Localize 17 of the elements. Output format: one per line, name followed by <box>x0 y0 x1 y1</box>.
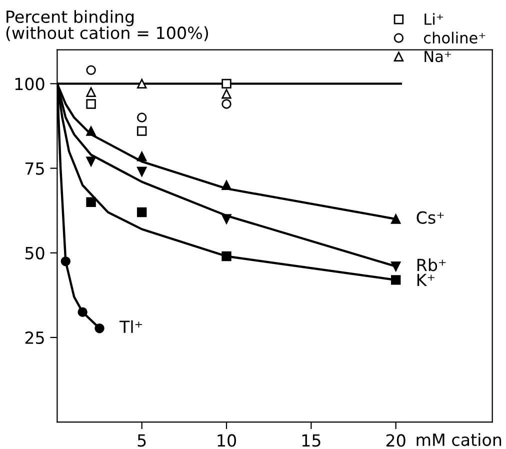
y-tick-label: 75 <box>26 162 44 175</box>
series-label: K⁺ <box>417 274 434 286</box>
series-label: Tl⁺ <box>119 320 142 333</box>
x-tick-label: 5 <box>138 434 146 447</box>
y-tick-label: 100 <box>15 78 44 90</box>
x-tick-label: 20 <box>386 434 406 447</box>
x-axis-title: mM cation <box>416 433 502 446</box>
legend-label: Li⁺ <box>424 13 443 25</box>
y-axis-title: Percent binding (without cation = 100%) <box>6 10 208 42</box>
series-label: Rb⁺ <box>417 258 446 272</box>
legend-label: choline⁺ <box>424 32 486 44</box>
y-tick-label: 25 <box>25 331 44 344</box>
x-tick-label: 10 <box>218 434 236 447</box>
legend-label: Na⁺ <box>424 50 451 62</box>
series-label: Cs⁺ <box>416 211 444 224</box>
x-tick-label: 15 <box>302 434 320 447</box>
y-tick-label: 50 <box>25 246 44 260</box>
